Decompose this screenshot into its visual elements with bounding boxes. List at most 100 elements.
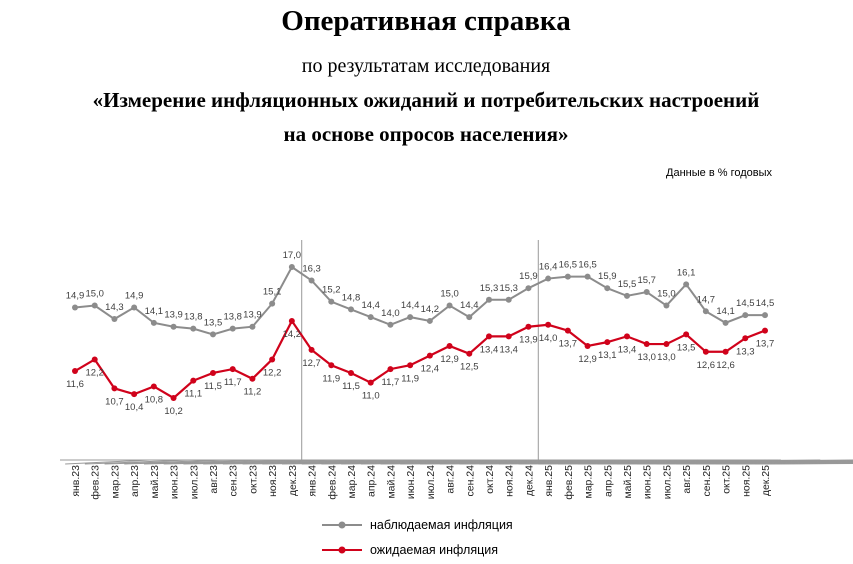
data-label: 13,5 (204, 317, 223, 328)
data-label: 16,5 (578, 260, 597, 271)
point (190, 377, 197, 384)
data-label: 11,7 (382, 377, 400, 388)
point (328, 298, 335, 305)
point (348, 306, 354, 313)
x-tick-label: июн.24 (405, 465, 417, 499)
data-label: 14,5 (736, 298, 755, 309)
x-tick-label: мар.23 (109, 465, 121, 499)
point (683, 281, 690, 288)
x-tick-label: сен.23 (228, 465, 240, 497)
point (722, 348, 729, 355)
data-label: 16,3 (302, 263, 321, 274)
point (426, 352, 433, 359)
x-tick-label: сен.25 (701, 465, 713, 497)
point (328, 362, 335, 369)
point (131, 391, 138, 398)
data-label: 13,0 (657, 352, 676, 363)
data-label: 14,4 (460, 300, 479, 311)
point (72, 304, 78, 311)
data-label: 13,4 (618, 344, 637, 355)
point (525, 285, 532, 292)
data-label: 15,3 (499, 283, 518, 294)
x-tick (143, 459, 308, 465)
data-label: 15,7 (637, 275, 656, 286)
point (762, 312, 768, 319)
data-label: 16,4 (539, 262, 558, 273)
point (663, 302, 670, 309)
x-tick-label: июн.23 (169, 465, 181, 499)
data-label: 15,3 (480, 283, 499, 294)
data-label: 13,7 (559, 339, 578, 350)
data-label: 13,1 (598, 350, 617, 361)
x-tick-label: дек.23 (287, 465, 299, 496)
x-tick-label: мар.25 (583, 465, 595, 499)
heading: на основе опросов населения» (284, 122, 569, 146)
x-tick-label: апр.25 (602, 465, 614, 497)
data-label: 15,0 (657, 289, 676, 300)
data-label: 13,3 (736, 346, 755, 357)
data-label: 13,8 (184, 312, 203, 323)
x-tick-label: дек.25 (760, 465, 772, 496)
legend-marker (338, 546, 346, 554)
x-tick (104, 459, 229, 465)
data-label: 15,2 (322, 285, 341, 296)
data-label: 16,1 (677, 267, 696, 278)
data-label: 14,1 (716, 306, 735, 317)
data-label: 13,5 (677, 342, 696, 353)
point (111, 316, 118, 323)
data-label: 16,5 (559, 260, 578, 271)
data-label: 11,5 (204, 381, 222, 392)
data-label: 12,6 (716, 360, 735, 371)
point (683, 331, 690, 338)
data-label: 15,0 (85, 289, 104, 300)
point (762, 327, 768, 334)
data-label: 14,0 (539, 333, 558, 344)
x-tick-label: янв.24 (307, 465, 319, 497)
series-line (74, 318, 766, 400)
data-label: 11,5 (342, 381, 360, 392)
point (210, 331, 216, 338)
x-tick-label: ноя.23 (267, 465, 279, 497)
x-tick-label: дек.24 (523, 465, 535, 496)
x-tick-label: янв.25 (543, 465, 555, 497)
data-label: 14,2 (421, 304, 440, 315)
point (72, 368, 78, 375)
point (150, 383, 157, 390)
point (545, 275, 552, 282)
data-label: 12,5 (460, 362, 479, 373)
point (466, 314, 473, 321)
data-label: 10,8 (145, 394, 164, 405)
x-tick-label: май.25 (622, 465, 634, 499)
point (288, 317, 295, 324)
point (170, 323, 177, 330)
x-tick-label: ноя.25 (740, 465, 752, 497)
data-label: 15,1 (263, 287, 282, 298)
point (486, 296, 492, 303)
point (564, 273, 571, 280)
point (584, 273, 591, 280)
point (604, 285, 611, 292)
point (624, 333, 630, 340)
data-label: 11,6 (66, 379, 84, 390)
data-label: 12,9 (440, 354, 459, 365)
heading: «Измерение инфляционных ожиданий и потре… (93, 88, 760, 112)
point (446, 342, 453, 349)
data-label: 12,7 (302, 358, 321, 369)
data-label: 14,5 (756, 298, 775, 309)
data-label: 10,2 (164, 406, 183, 417)
data-label: 15,5 (618, 279, 637, 290)
data-label: 13,9 (164, 310, 183, 321)
point (604, 339, 611, 346)
data-label: 11,9 (401, 373, 419, 384)
x-tick-label: авг.23 (208, 465, 220, 494)
data-label: 12,2 (263, 367, 282, 378)
data-label: 11,9 (322, 373, 340, 384)
series-line (74, 265, 765, 336)
units-label: Данные в % годовых (666, 167, 772, 179)
data-label: 14,1 (145, 306, 164, 317)
point (486, 333, 492, 340)
point (348, 369, 354, 376)
point (131, 304, 138, 311)
data-label: 13,4 (499, 344, 518, 355)
